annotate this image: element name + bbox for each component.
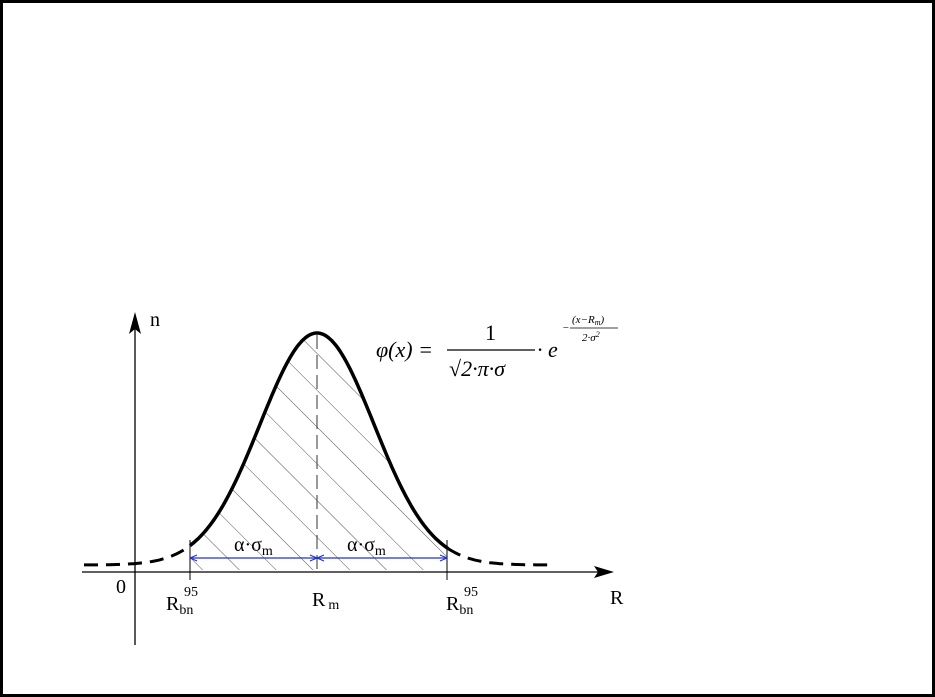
text-part: bn xyxy=(459,603,473,618)
text-part: R xyxy=(312,589,326,611)
interval-label: α·σm xyxy=(347,534,386,559)
x-arrow xyxy=(594,566,614,578)
y-arrow xyxy=(129,312,141,334)
formula-denominator: √2·π·σ xyxy=(449,356,506,381)
origin-label: 0 xyxy=(116,576,126,598)
marker-sup: 95 xyxy=(184,585,198,600)
interval-arrowheads xyxy=(189,554,448,562)
text-part: m xyxy=(262,544,273,559)
formula-exp-sign: − xyxy=(562,322,569,334)
text-part: bn xyxy=(179,603,193,618)
text-part: α·σ xyxy=(234,534,262,556)
marker-label: Rbn xyxy=(446,593,473,618)
y-label: n xyxy=(150,309,160,331)
text-part: R xyxy=(446,593,460,615)
text-part: ) xyxy=(599,314,604,326)
marker-sup: 95 xyxy=(464,585,478,600)
bell-curve-tail xyxy=(84,544,191,567)
interval-label: α·σm xyxy=(234,534,273,559)
formula-exp-den: 2·σ2 xyxy=(582,330,600,344)
text-part: (x−R xyxy=(572,314,595,326)
formula-exp-num: (x−Rm) xyxy=(572,314,604,327)
marker-label: Rbn xyxy=(166,593,193,618)
formula-numerator: 1 xyxy=(485,320,496,345)
bell-curve xyxy=(188,331,450,550)
text-part: 2 xyxy=(596,330,600,339)
formula-exp-base: · e xyxy=(537,337,558,362)
text-part: 2·σ xyxy=(582,332,596,344)
text-part: m xyxy=(375,544,386,559)
text-part: α·σ xyxy=(347,534,375,556)
formula-lhs: φ(x) = xyxy=(376,337,433,362)
text-part: m xyxy=(328,598,339,613)
x-label: R xyxy=(610,587,624,609)
text-part: m xyxy=(595,318,601,327)
text-part: R xyxy=(166,593,180,615)
bell-curve-tail xyxy=(447,547,554,567)
